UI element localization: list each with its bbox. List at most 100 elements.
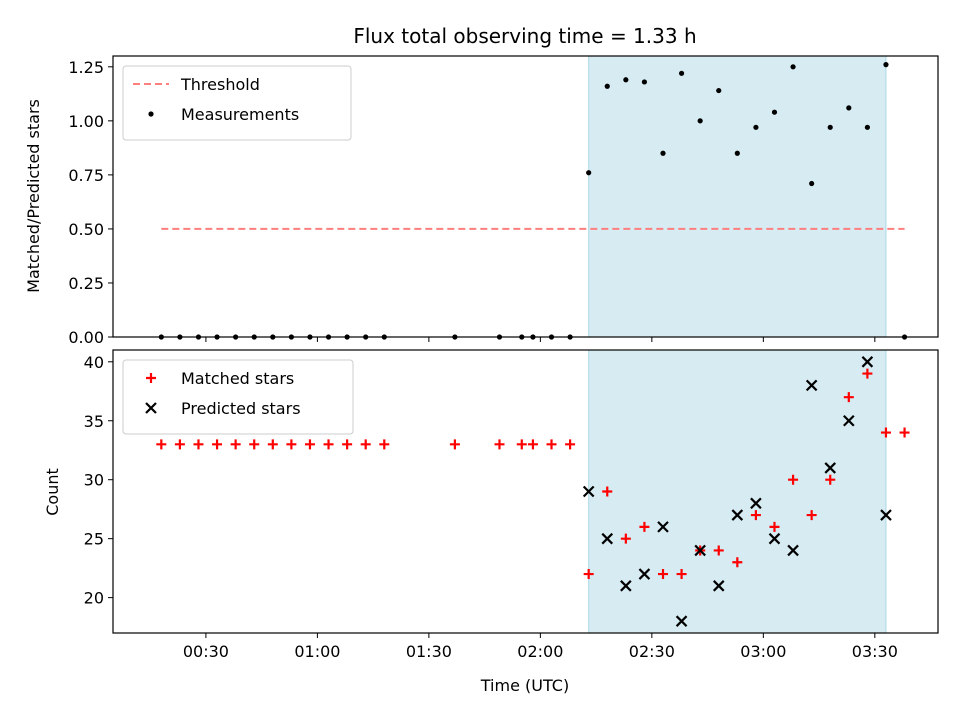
data-point xyxy=(602,486,613,497)
data-point xyxy=(809,180,815,187)
data-point xyxy=(360,439,371,450)
data-point xyxy=(790,64,796,70)
data-point xyxy=(806,510,817,521)
data-point xyxy=(249,439,260,450)
data-point xyxy=(230,439,241,450)
y-tick-label: 20 xyxy=(84,589,104,608)
data-point xyxy=(620,533,631,544)
legend: Matched stars Predicted stars xyxy=(122,359,354,435)
legend-marker xyxy=(148,111,154,117)
data-point xyxy=(527,439,538,450)
legend-marker xyxy=(146,373,156,383)
top-y-axis-label: Matched/Predicted stars xyxy=(24,99,43,293)
bottom-panel: 20 25 30 35 40 00:30 01:00 01:30 02:00 02:30 03:00… xyxy=(84,349,939,661)
x-tick-label: 01:30 xyxy=(406,642,452,661)
data-point xyxy=(304,439,315,450)
data-point xyxy=(582,485,595,498)
data-point xyxy=(771,109,778,115)
x-tick-label: 00:30 xyxy=(183,642,229,661)
data-point xyxy=(583,569,594,580)
data-point xyxy=(546,439,557,450)
data-point xyxy=(694,544,706,557)
data-point xyxy=(449,439,460,450)
data-point xyxy=(846,105,852,111)
y-tick-label: 0.25 xyxy=(68,274,104,293)
data-point xyxy=(734,150,740,156)
data-point xyxy=(864,124,870,130)
data-point xyxy=(660,150,666,156)
data-point xyxy=(824,462,837,474)
data-point xyxy=(565,439,576,450)
y-tick-label: 25 xyxy=(84,530,104,549)
x-tick-label: 02:00 xyxy=(517,642,563,661)
data-point xyxy=(601,532,614,545)
data-point xyxy=(712,580,725,592)
data-point xyxy=(658,569,668,580)
data-point xyxy=(880,427,891,438)
data-point xyxy=(750,510,761,521)
data-point xyxy=(880,509,892,521)
y-tick-label: 1.00 xyxy=(68,112,104,131)
legend-label: Matched stars xyxy=(181,369,294,388)
data-point xyxy=(156,439,167,450)
data-point xyxy=(787,544,799,557)
data-point xyxy=(675,615,688,627)
data-point xyxy=(342,439,353,450)
axes-frame xyxy=(112,55,939,338)
data-point xyxy=(494,439,505,450)
top-panel: 0.00 0.25 0.50 0.75 1.00 1.25 Threshold Measure… xyxy=(68,55,939,347)
legend-marker xyxy=(145,402,157,414)
data-point xyxy=(768,532,781,545)
data-point xyxy=(825,474,836,485)
x-tick-label: 03:30 xyxy=(852,642,898,661)
y-tick-label: 0.50 xyxy=(68,220,104,239)
y-tick-label: 35 xyxy=(84,412,104,431)
data-point xyxy=(883,62,889,68)
data-point xyxy=(861,356,874,368)
data-point xyxy=(843,414,855,427)
data-point xyxy=(716,87,722,94)
x-tick-label: 01:00 xyxy=(294,642,340,661)
data-point xyxy=(641,79,648,85)
data-point xyxy=(604,83,610,89)
data-point xyxy=(212,439,223,450)
data-point xyxy=(769,521,780,532)
data-point xyxy=(753,124,759,130)
data-point xyxy=(193,439,204,450)
y-tick-label: 0.00 xyxy=(68,328,104,347)
data-point xyxy=(697,118,703,124)
data-point xyxy=(639,521,650,532)
y-tick-label: 1.25 xyxy=(68,58,104,77)
y-tick-label: 40 xyxy=(84,353,104,372)
series-matched-stars xyxy=(156,368,910,580)
data-point xyxy=(862,368,873,379)
axes-frame xyxy=(112,349,939,634)
data-point xyxy=(827,124,833,130)
x-tick-label: 03:00 xyxy=(740,642,786,661)
data-point xyxy=(623,77,629,83)
y-tick-label: 30 xyxy=(84,471,104,490)
data-point xyxy=(379,439,390,450)
legend-box xyxy=(122,359,354,435)
highlight-span xyxy=(588,349,887,634)
data-point xyxy=(286,439,297,450)
legend-label: Predicted stars xyxy=(181,399,301,418)
data-point xyxy=(657,521,669,533)
data-point xyxy=(586,170,592,176)
data-point xyxy=(174,439,185,450)
bottom-y-axis-label: Count xyxy=(43,468,62,516)
data-point xyxy=(620,580,632,592)
y-tick-label: 0.75 xyxy=(68,166,104,185)
chart-title: Flux total observing time = 1.33 h xyxy=(353,24,696,48)
data-point xyxy=(731,509,744,521)
data-point xyxy=(516,439,527,450)
data-point xyxy=(323,439,334,450)
data-point xyxy=(732,557,743,568)
legend-label: Measurements xyxy=(181,105,299,124)
data-point xyxy=(676,569,687,580)
legend-label: Threshold xyxy=(180,75,260,94)
data-point xyxy=(713,545,724,556)
highlight-span xyxy=(588,55,887,338)
data-point xyxy=(750,497,762,510)
